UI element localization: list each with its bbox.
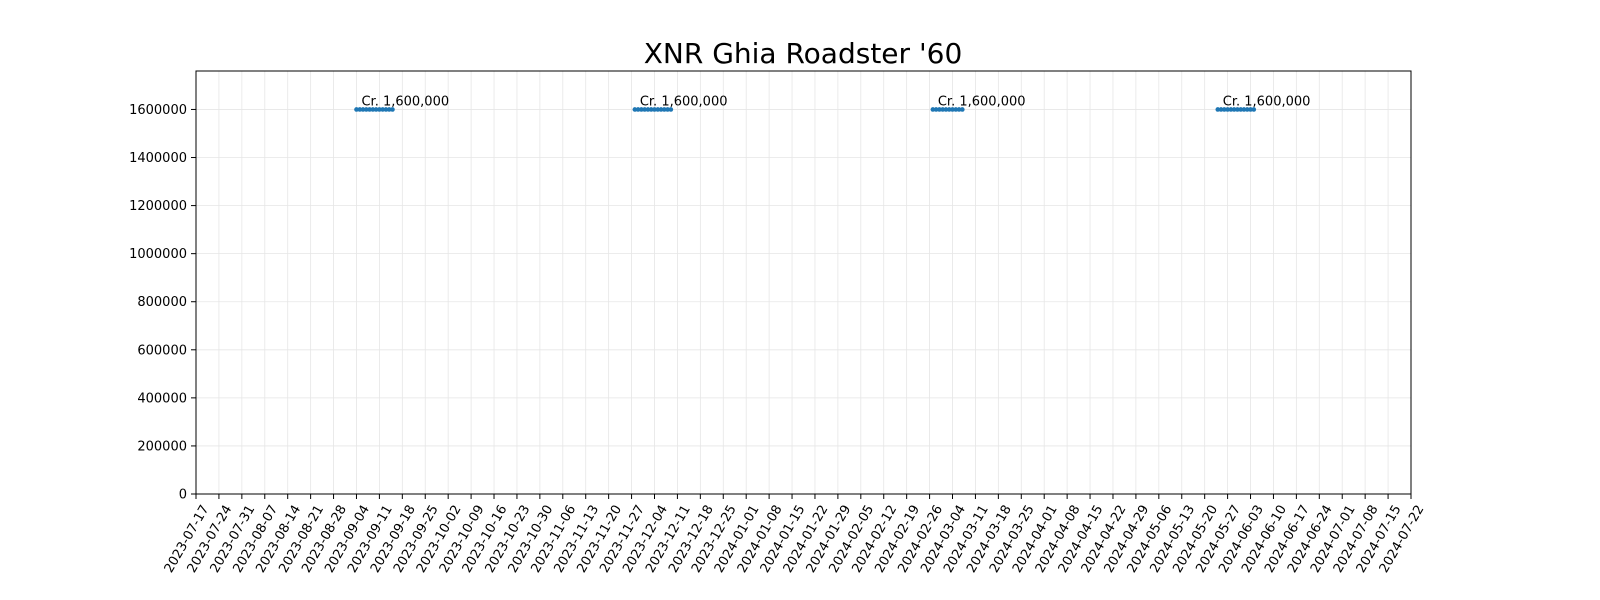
data-point [645,107,651,112]
data-point [950,107,955,112]
data-point [380,107,385,112]
data-point [1248,107,1253,112]
y-tick-label: 0 [179,488,187,503]
series-layer [354,107,1257,112]
data-point [960,107,965,112]
data-point [652,107,657,112]
data-point [367,107,372,112]
data-point [946,107,952,112]
data-point [1218,107,1224,112]
data-point [370,107,376,112]
chart-title: XNR Ghia Roadster '60 [644,37,963,70]
data-point [354,107,359,112]
data-point [662,107,667,112]
data-point [377,107,382,112]
data-point [383,107,389,112]
data-point [639,107,644,112]
data-point [390,107,395,112]
y-tick-label: 1600000 [129,103,187,118]
data-point [648,107,654,112]
data-point [1222,107,1227,112]
data-point [1235,107,1240,112]
grid [195,71,1412,495]
annotations: Cr. 1,600,000 Cr. 1,600,000 Cr. 1,600,000 C… [361,94,1310,109]
y-tick-label: 400000 [137,391,187,406]
y-tick-label: 1400000 [129,151,187,166]
data-point [373,107,379,112]
axes: 2023-07-172023-07-242023-07-312023-08-07… [129,103,1427,576]
y-tick-label: 1200000 [129,199,187,214]
data-point [668,107,674,112]
data-point [642,107,647,112]
data-point [1241,107,1247,112]
data-point [940,107,945,112]
y-tick-label: 800000 [137,295,187,310]
data-point [658,107,664,112]
data-point [360,107,366,112]
data-point [1215,107,1221,112]
plot-frame [195,70,1412,495]
data-point [632,107,638,112]
data-point [386,107,392,112]
annotation-label: Cr. 1,600,000 [938,94,1026,109]
data-point [1225,107,1230,112]
data-point [635,107,641,112]
data-point [943,107,949,112]
y-tick-label: 600000 [137,343,187,358]
data-point [1231,107,1237,112]
data-point [1238,107,1244,112]
data-point [357,107,363,112]
data-point [937,107,942,112]
annotation-label: Cr. 1,600,000 [1223,94,1311,109]
data-point [1251,107,1257,112]
data-point [655,107,661,112]
y-tick-label: 200000 [137,439,187,454]
annotation-label: Cr. 1,600,000 [361,94,449,109]
y-tick-label: 1000000 [129,247,187,262]
data-point [953,107,959,112]
data-point [665,107,670,112]
annotation-label: Cr. 1,600,000 [640,94,728,109]
data-point [1228,107,1234,112]
data-point [930,107,936,112]
data-point [933,107,939,112]
data-point [363,107,369,112]
data-point [1244,107,1250,112]
data-point [956,107,962,112]
